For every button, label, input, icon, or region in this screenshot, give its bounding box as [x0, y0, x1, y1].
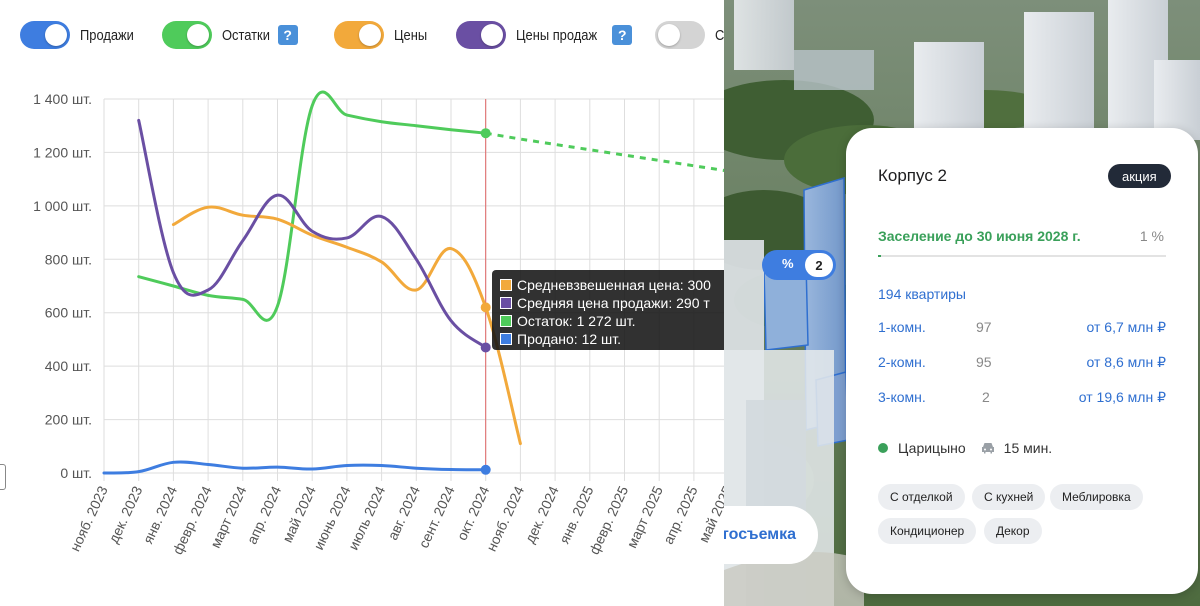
tooltip-row: Остаток: 1 272 шт.: [500, 312, 724, 330]
flats-total-link[interactable]: 194 квартиры: [878, 286, 966, 302]
metro-line-dot: [878, 443, 888, 453]
tooltip-row: Средневзвешенная цена: 300: [500, 276, 724, 294]
series-line-avg_price: [171, 205, 522, 446]
flat-price: от 19,6 млн ₽: [1078, 389, 1166, 405]
building-info-card: Корпус 2 акция Заселение до 30 июня 2028…: [846, 128, 1198, 594]
car-icon: [981, 443, 994, 454]
feature-tag[interactable]: Кондиционер: [878, 518, 977, 544]
toggle-switch[interactable]: [456, 21, 506, 49]
promo-badge: акция: [1108, 164, 1171, 188]
x-tick-label: апр. 2025: [660, 483, 701, 546]
toggle-switch[interactable]: [20, 21, 70, 49]
metro-info: Царицыно 15 мин.: [878, 440, 1052, 456]
x-tick-label: янв. 2025: [556, 483, 597, 546]
y-tick-label: 400 шт.: [45, 358, 92, 374]
feature-tag[interactable]: Декор: [984, 518, 1042, 544]
flat-row-2room[interactable]: 2-комн. 95 от 8,6 млн ₽: [878, 354, 1166, 374]
x-tick-label: нояб. 2023: [67, 483, 111, 553]
feature-tag[interactable]: Меблировка: [1050, 484, 1143, 510]
settlement-date: Заселение до 30 июня 2028 г.: [878, 228, 1081, 244]
x-tick-label: май 2025: [695, 483, 724, 545]
sales-chart-panel: 1 400 шт. 1 200 шт. 1 000 шт. 800 шт. 600 шт…: [0, 0, 724, 557]
aerial-photo-button[interactable]: тосъемка: [724, 506, 818, 564]
tooltip-text: Остаток: 1 272 шт.: [517, 313, 636, 329]
toggle-sale-prices[interactable]: Цены продаж ?: [456, 20, 633, 50]
chart-tooltip: Средневзвешенная цена: 300 Средняя цена …: [492, 270, 724, 350]
x-tick-label: авг. 2024: [384, 483, 423, 542]
series-line-remains: [137, 90, 488, 322]
flat-price: от 6,7 млн ₽: [1086, 319, 1166, 335]
x-tick-label: апр. 2024: [243, 483, 284, 546]
x-tick-label: сент. 2024: [415, 483, 458, 550]
flat-count: 97: [976, 319, 992, 335]
aerial-photo-label: тосъемка: [724, 526, 796, 543]
x-tick-label: янв. 2024: [140, 483, 181, 546]
flat-row-3room[interactable]: 3-комн. 2 от 19,6 млн ₽: [878, 389, 1166, 409]
forecast-line-remains: [485, 131, 724, 172]
toggle-sales[interactable]: Продажи: [20, 20, 143, 50]
x-tick-label: дек. 2023: [105, 483, 145, 545]
toggle-label: Цены: [394, 26, 428, 44]
side-handle[interactable]: [0, 464, 6, 490]
toggle-label: Остатки: [222, 26, 270, 44]
tooltip-text: Средневзвешенная цена: 300: [517, 277, 711, 293]
flat-count: 2: [982, 389, 990, 405]
flat-type: 2-комн.: [878, 354, 926, 370]
tooltip-text: Средняя цена продажи: 290 т: [517, 295, 710, 311]
y-tick-label: 600 шт.: [45, 305, 92, 321]
sales-progress-bar: [878, 255, 1166, 257]
series-line-sale_price: [137, 118, 488, 349]
x-tick-label: окт. 2024: [453, 483, 492, 542]
toggle-prices[interactable]: Цены: [334, 20, 433, 50]
feature-tag[interactable]: С отделкой: [878, 484, 965, 510]
sales-progress-percent: 1 %: [1139, 228, 1164, 244]
toggle-label: Со: [715, 26, 724, 44]
y-tick-label: 800 шт.: [45, 251, 92, 267]
discount-marker[interactable]: % 2: [762, 250, 836, 280]
series-line-sold: [102, 460, 488, 475]
toggle-remains[interactable]: Остатки ?: [162, 20, 298, 50]
y-tick-label: 1 400 шт.: [33, 91, 92, 107]
cursor-point-sold: [480, 464, 491, 475]
flat-price: от 8,6 млн ₽: [1086, 354, 1166, 370]
x-tick-label: май 2024: [279, 483, 319, 545]
flat-row-1room[interactable]: 1-комн. 97 от 6,7 млн ₽: [878, 319, 1166, 339]
toggle-extra[interactable]: Со: [655, 20, 724, 50]
cursor-point-remains: [480, 128, 491, 139]
cursor-point-avg_price: [480, 302, 491, 313]
tooltip-swatch: [500, 297, 512, 309]
tooltip-swatch: [500, 315, 512, 327]
chart-canvas: 1 400 шт. 1 200 шт. 1 000 шт. 800 шт. 600 шт…: [33, 90, 724, 557]
flat-type: 1-комн.: [878, 319, 926, 335]
y-tick-label: 0 шт.: [60, 465, 92, 481]
sales-progress-fill: [878, 255, 881, 257]
building-title: Корпус 2: [878, 166, 948, 185]
help-icon[interactable]: ?: [277, 25, 298, 45]
toggle-switch[interactable]: [162, 21, 212, 49]
cursor-point-sale_price: [480, 342, 491, 353]
y-tick-label: 1 000 шт.: [33, 198, 92, 214]
help-icon[interactable]: ?: [612, 25, 633, 45]
tooltip-swatch: [500, 333, 512, 345]
toggle-switch[interactable]: [334, 21, 384, 49]
feature-tag[interactable]: С кухней: [972, 484, 1046, 510]
aerial-view-panel: % 2 тосъемка Корпус 2 акция Заселение до…: [724, 0, 1200, 606]
tooltip-swatch: [500, 279, 512, 291]
toggle-label: Продажи: [80, 26, 134, 44]
x-tick-label: дек. 2024: [522, 483, 562, 545]
flat-count: 95: [976, 354, 992, 370]
tooltip-text: Продано: 12 шт.: [517, 331, 622, 347]
y-tick-label: 1 200 шт.: [33, 144, 92, 160]
flat-type: 3-комн.: [878, 389, 926, 405]
percent-label: %: [782, 256, 794, 271]
series-toggle-row: Продажи Остатки ? Цены Цены продаж ? Со: [0, 0, 724, 70]
metro-station: Царицыно: [898, 440, 966, 456]
tooltip-row: Продано: 12 шт.: [500, 330, 724, 348]
toggle-switch[interactable]: [655, 21, 705, 49]
y-tick-label: 200 шт.: [45, 412, 92, 428]
tooltip-row: Средняя цена продажи: 290 т: [500, 294, 724, 312]
toggle-label: Цены продаж: [516, 26, 598, 44]
discount-count: 2: [805, 253, 833, 277]
travel-time: 15 мин.: [1003, 440, 1053, 456]
